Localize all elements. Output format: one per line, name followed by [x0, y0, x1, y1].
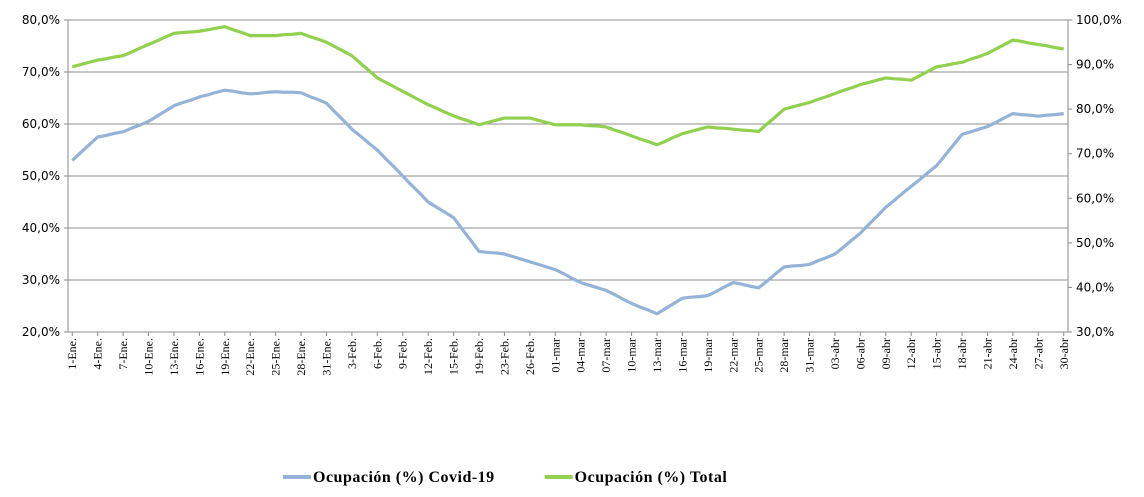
x-tick-label: 19-Ene.: [218, 338, 232, 376]
x-tick-label: 3-Feb.: [345, 338, 359, 369]
x-tick-label: 10-Ene.: [142, 338, 156, 376]
legend: Ocupación (%) Covid-19 Ocupación (%) Tota…: [283, 469, 727, 486]
y-tick-label: 40,0%: [22, 221, 60, 235]
x-tick-label: 06-abr: [853, 338, 867, 369]
y2-tick-label: 60,0%: [1076, 191, 1114, 205]
y-tick-label: 20,0%: [22, 325, 60, 339]
x-tick-label: 22-mar: [726, 338, 740, 373]
y2-tick-label: 80,0%: [1076, 102, 1114, 116]
x-tick-label: 13-Ene.: [167, 338, 181, 376]
y2-tick-label: 90,0%: [1076, 58, 1114, 72]
series-line: [71, 25, 1065, 147]
x-tick-label: 25-Ene.: [269, 338, 283, 376]
series-line: [71, 88, 1064, 316]
x-tick-label: 10-mar: [625, 338, 639, 373]
x-tick-label: 03-abr: [828, 338, 842, 369]
y-tick-label: 70,0%: [22, 65, 60, 79]
x-tick-label: 18-abr: [955, 338, 969, 369]
x-tick-label: 1-Ene.: [65, 338, 79, 370]
x-tick-label: 28-mar: [777, 338, 791, 373]
x-tick-label: 24-abr: [1006, 338, 1020, 369]
x-tick-label: 4-Ene.: [91, 338, 105, 370]
y-tick-label: 60,0%: [22, 117, 60, 131]
x-tick-label: 07-mar: [599, 338, 613, 373]
x-tick-label: 16-Ene.: [192, 338, 206, 376]
y-tick-label: 30,0%: [22, 273, 60, 287]
x-tick-label: 23-Feb.: [497, 338, 511, 375]
x-tick-label: 15-abr: [930, 338, 944, 369]
x-tick-label: 19-mar: [701, 338, 715, 373]
x-tick-label: 30-abr: [1057, 338, 1071, 369]
x-tick-label: 27-abr: [1031, 338, 1045, 369]
x-tick-label: 15-Feb.: [447, 338, 461, 375]
y-tick-label: 50,0%: [22, 169, 60, 183]
y2-tick-label: 100,0%: [1076, 13, 1122, 27]
x-tick-label: 12-abr: [904, 338, 918, 369]
x-tick-label: 25-mar: [752, 338, 766, 373]
x-tick-label: 04-mar: [574, 338, 588, 373]
x-tick-label: 13-mar: [650, 338, 664, 373]
x-tick-label: 16-mar: [675, 338, 689, 373]
x-tick-label: 6-Feb.: [370, 338, 384, 369]
x-tick-label: 31-mar: [803, 338, 817, 373]
x-tick-label: 22-Ene.: [243, 338, 257, 376]
x-tick-label: 21-abr: [980, 338, 994, 369]
x-tick-label: 19-Feb.: [472, 338, 486, 375]
x-tick-label: 12-Feb.: [421, 338, 435, 375]
x-tick-label: 28-Ene.: [294, 338, 308, 376]
y-tick-label: 80,0%: [22, 13, 60, 27]
x-tick-label: 9-Feb.: [396, 338, 410, 369]
x-tick-label: 09-abr: [879, 338, 893, 369]
y2-tick-label: 30,0%: [1076, 325, 1114, 339]
y2-tick-label: 70,0%: [1076, 147, 1114, 161]
y2-tick-label: 40,0%: [1076, 280, 1114, 294]
y2-tick-label: 50,0%: [1076, 236, 1114, 250]
x-tick-label: 31-Ene.: [319, 338, 333, 376]
legend-label: Ocupación (%) Total: [575, 469, 728, 486]
legend-label: Ocupación (%) Covid-19: [313, 469, 495, 486]
x-tick-label: 26-Feb.: [523, 338, 537, 375]
x-tick-label: 7-Ene.: [116, 338, 130, 370]
x-tick-label: 01-mar: [548, 338, 562, 373]
